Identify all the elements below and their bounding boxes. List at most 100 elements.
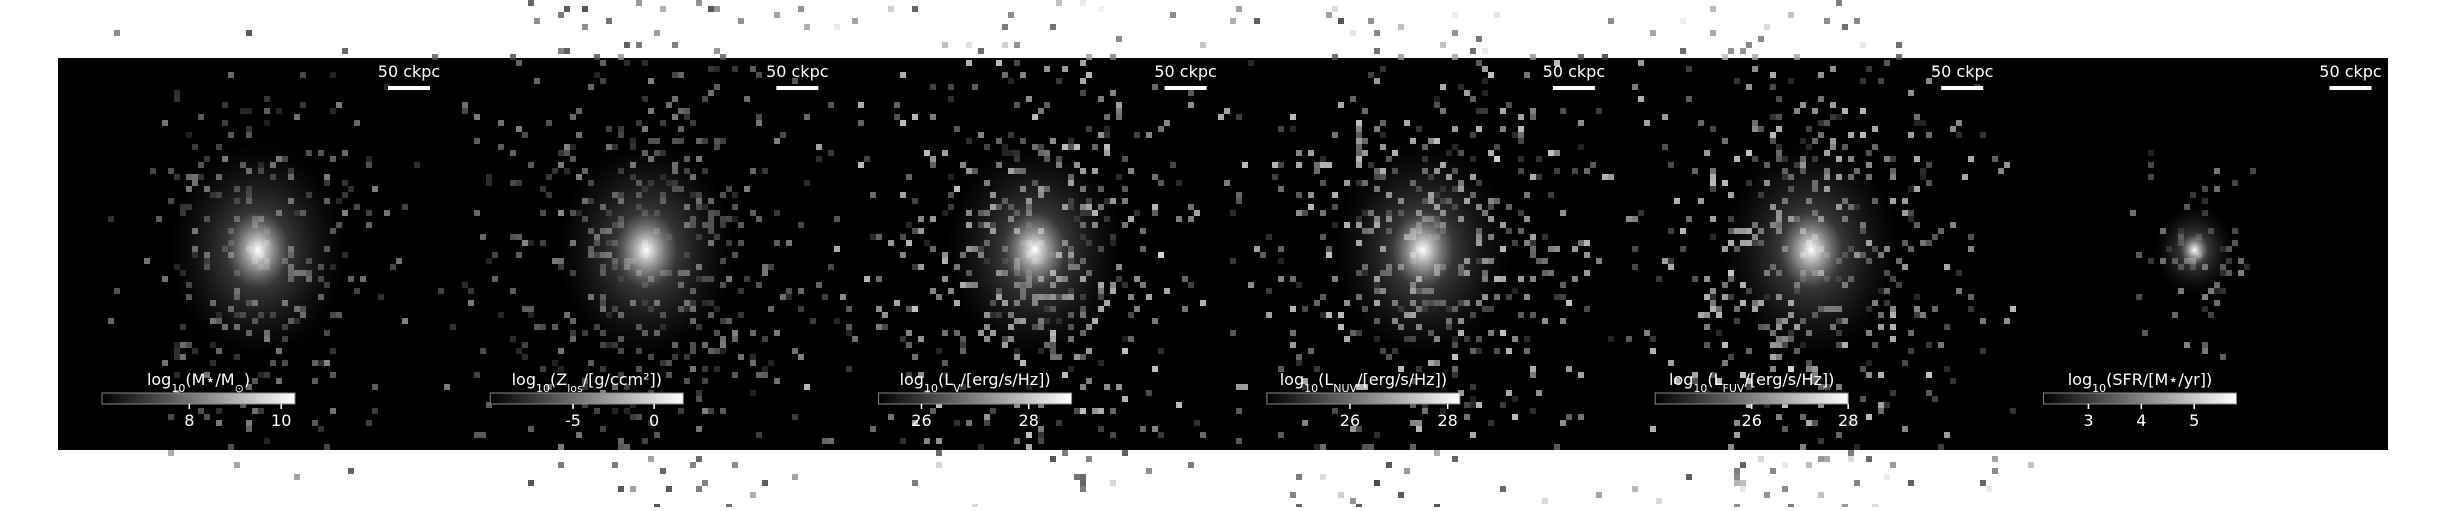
pixel	[1134, 306, 1140, 312]
pixel	[342, 192, 348, 198]
pixel	[756, 216, 762, 222]
pixel	[900, 252, 906, 258]
pixel	[930, 162, 936, 168]
pixel	[2184, 342, 2190, 348]
pixel	[912, 420, 918, 426]
pixel	[1050, 24, 1056, 30]
pixel	[1032, 114, 1038, 120]
label-text: (L	[938, 370, 953, 389]
pixel	[264, 372, 270, 378]
pixel	[1080, 354, 1086, 360]
pixel	[1242, 384, 1248, 390]
panel: 50 ckpc log10(LV/[erg/s/Hz]) 26 28	[804, 0, 1242, 511]
pixel	[852, 18, 858, 24]
pixel	[1374, 48, 1380, 54]
pixel	[486, 180, 492, 186]
pixel	[1440, 84, 1446, 90]
pixel	[942, 150, 948, 156]
pixel	[834, 216, 840, 222]
colorbar	[1266, 392, 1461, 405]
pixel	[1488, 150, 1494, 156]
pixel	[2202, 198, 2208, 204]
pixel	[1710, 216, 1716, 222]
pixel	[1374, 480, 1380, 486]
pixel	[1296, 162, 1302, 168]
pixel	[1788, 78, 1794, 84]
colorbar	[878, 392, 1073, 405]
pixel	[1818, 72, 1824, 78]
label-text: /[erg/s/Hz])	[1744, 370, 1834, 389]
pixel	[600, 366, 606, 372]
pixel	[1776, 414, 1782, 420]
pixel	[1014, 402, 1020, 408]
pixel	[354, 204, 360, 210]
pixel	[948, 84, 954, 90]
pixel	[918, 372, 924, 378]
pixel	[888, 240, 894, 246]
pixel	[1806, 366, 1812, 372]
pixel	[216, 348, 222, 354]
pixel	[1932, 66, 1938, 72]
pixel	[1752, 156, 1758, 162]
pixel	[822, 294, 828, 300]
pixel	[186, 342, 192, 348]
pixel	[1098, 96, 1104, 102]
pixel	[1362, 150, 1368, 156]
pixel	[1494, 12, 1500, 18]
pixel	[1830, 138, 1836, 144]
colorbar-tick-label: 28	[1019, 411, 1039, 430]
pixel	[1488, 330, 1494, 336]
pixel	[684, 114, 690, 120]
pixel	[948, 288, 954, 294]
pixel	[1878, 408, 1884, 414]
pixel	[1320, 294, 1326, 300]
pixel	[1746, 402, 1752, 408]
pixel	[1950, 378, 1956, 384]
pixel	[204, 414, 210, 420]
pixel	[1308, 348, 1314, 354]
pixel	[1122, 450, 1128, 456]
pixel	[1152, 366, 1158, 372]
pixel	[330, 312, 336, 318]
pixel	[720, 138, 726, 144]
pixel	[1890, 390, 1896, 396]
pixel	[1476, 348, 1482, 354]
pixel	[1962, 174, 1968, 180]
pixel	[834, 246, 840, 252]
pixel	[1866, 360, 1872, 366]
pixel	[1440, 108, 1446, 114]
pixel	[900, 120, 906, 126]
pixel	[1068, 144, 1074, 150]
pixel	[762, 270, 768, 276]
pixel	[1146, 468, 1152, 474]
pixel	[924, 240, 930, 246]
pixel	[384, 210, 390, 216]
pixel	[1860, 132, 1866, 138]
pixel	[1902, 240, 1908, 246]
pixel	[240, 108, 246, 114]
pixel	[1482, 78, 1488, 84]
pixel	[618, 486, 624, 492]
pixel	[1506, 390, 1512, 396]
pixel	[846, 330, 852, 336]
pixel	[522, 132, 528, 138]
pixel	[1128, 168, 1134, 174]
pixel	[1902, 360, 1908, 366]
pixel	[630, 402, 636, 408]
pixel	[474, 138, 480, 144]
pixel	[1914, 120, 1920, 126]
pixel	[1320, 156, 1326, 162]
pixel	[1428, 360, 1434, 366]
pixel	[1116, 174, 1122, 180]
pixel	[1500, 486, 1506, 492]
pixel	[1314, 366, 1320, 372]
pixel	[1224, 108, 1230, 114]
pixel	[1422, 402, 1428, 408]
pixel	[534, 324, 540, 330]
pixel	[1692, 378, 1698, 384]
pixel	[936, 294, 942, 300]
pixel	[480, 234, 486, 240]
pixel	[1404, 120, 1410, 126]
pixel	[1104, 114, 1110, 120]
